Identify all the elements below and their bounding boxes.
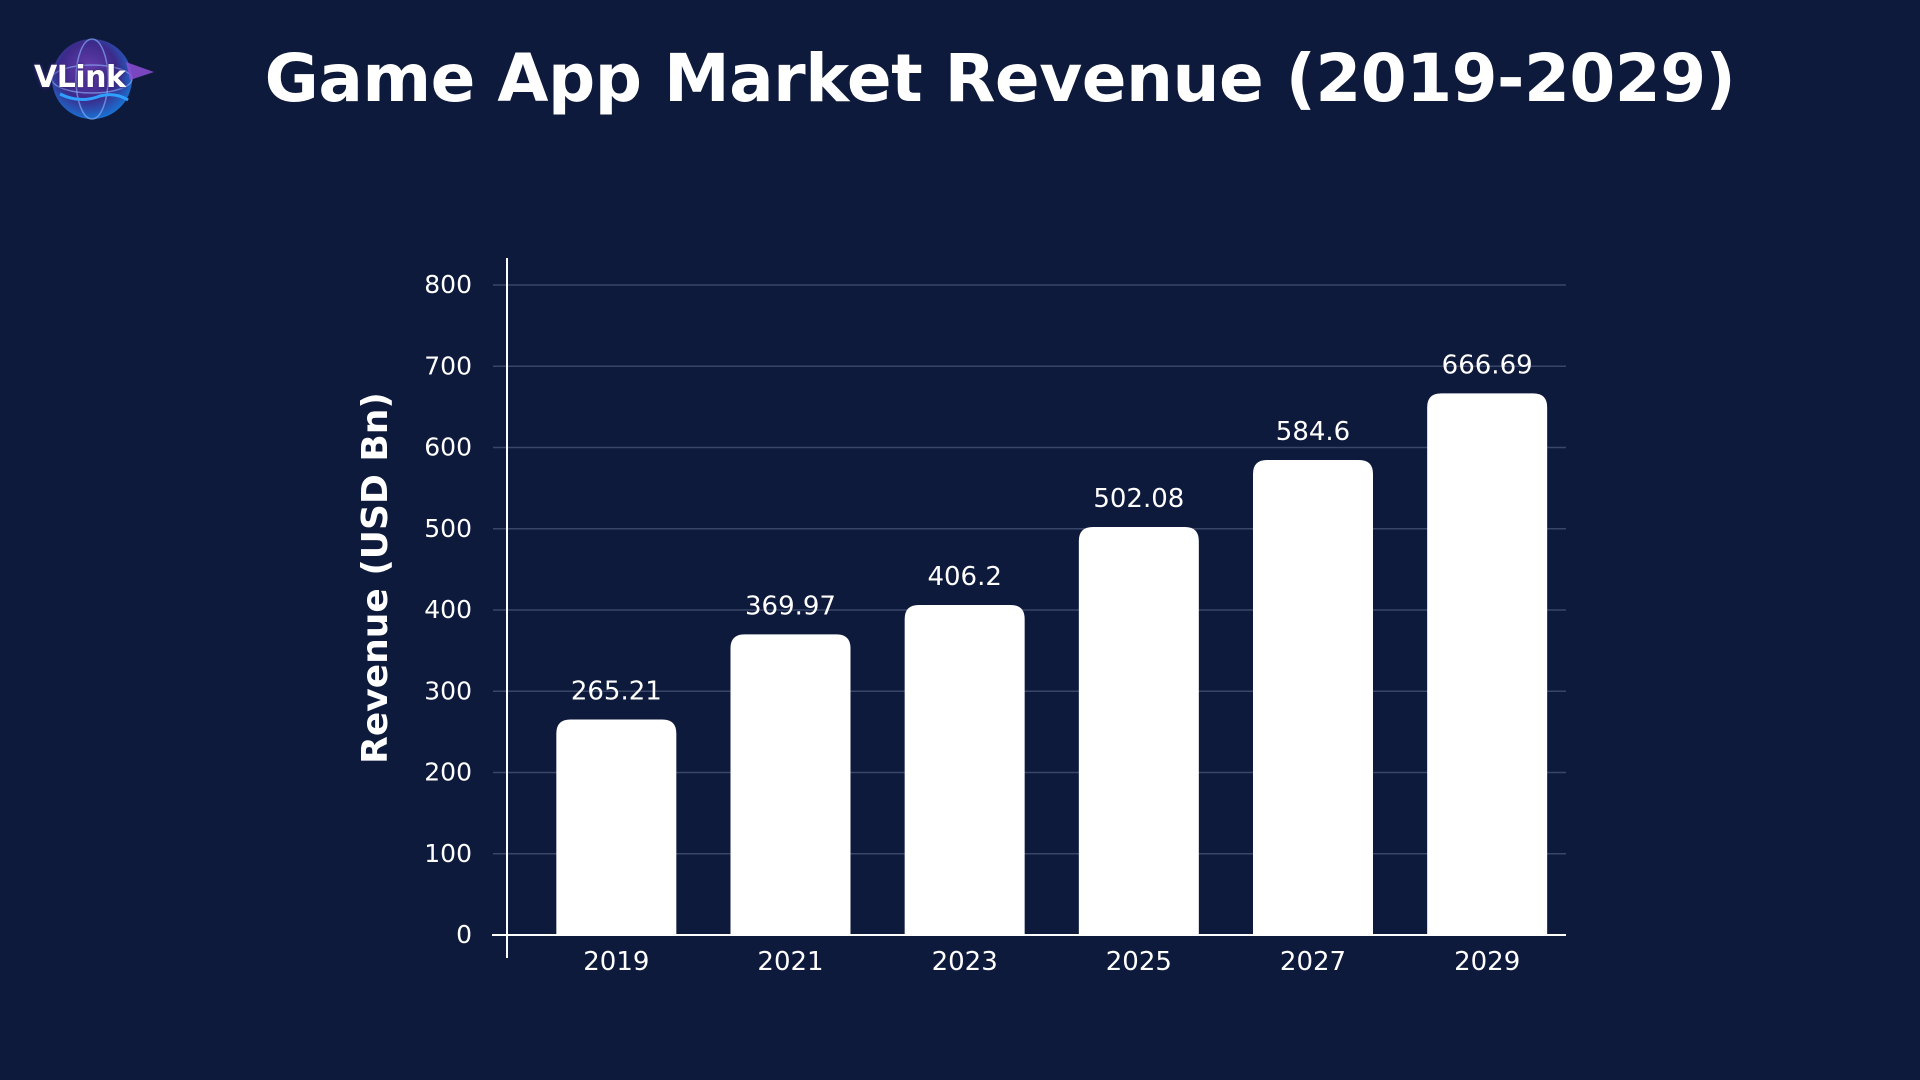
bar-2025 bbox=[1078, 527, 1199, 935]
labels: 0 100 200 300 400 500 600 700 800 265.21 2019 369.9… bbox=[424, 270, 1532, 977]
bar-2027 bbox=[1253, 460, 1373, 935]
bar-2023 bbox=[904, 604, 1025, 935]
x-tick-label-2027: 2027 bbox=[1280, 947, 1346, 977]
bars bbox=[556, 393, 1548, 936]
x-tick-label-2029: 2029 bbox=[1454, 947, 1520, 977]
y-tick-label: 200 bbox=[424, 758, 472, 787]
x-tick-label-2019: 2019 bbox=[583, 947, 649, 977]
bar-2021 bbox=[730, 634, 851, 935]
data-label-2019: 265.21 bbox=[571, 677, 662, 707]
y-tick-label: 0 bbox=[456, 920, 472, 949]
y-tick-label: 300 bbox=[424, 676, 472, 705]
y-tick-label: 600 bbox=[424, 433, 472, 462]
data-label-2021: 369.97 bbox=[745, 591, 836, 621]
x-tick-label-2023: 2023 bbox=[932, 947, 998, 977]
bar-2019 bbox=[556, 719, 677, 935]
y-tick-label: 400 bbox=[424, 595, 472, 624]
y-tick-label: 800 bbox=[424, 270, 472, 299]
data-label-2023: 406.2 bbox=[927, 562, 1001, 592]
bar-2029 bbox=[1427, 393, 1548, 936]
y-tick-label: 700 bbox=[424, 351, 472, 380]
data-label-2029: 666.69 bbox=[1442, 350, 1533, 380]
data-label-2027: 584.6 bbox=[1276, 417, 1350, 447]
vlink-logo: VLink bbox=[30, 34, 160, 128]
y-axis-title: Revenue (USD Bn) bbox=[355, 392, 396, 764]
x-tick-label-2025: 2025 bbox=[1106, 947, 1172, 977]
globe-icon bbox=[51, 38, 154, 120]
y-tick-label: 100 bbox=[424, 839, 472, 868]
data-label-2025: 502.08 bbox=[1093, 484, 1184, 514]
logo-text: VLink bbox=[34, 60, 126, 95]
axes bbox=[492, 258, 1566, 958]
chart-title: Game App Market Revenue (2019-2029) bbox=[264, 40, 1736, 117]
y-tick-label: 500 bbox=[424, 514, 472, 543]
x-tick-label-2021: 2021 bbox=[757, 947, 823, 977]
